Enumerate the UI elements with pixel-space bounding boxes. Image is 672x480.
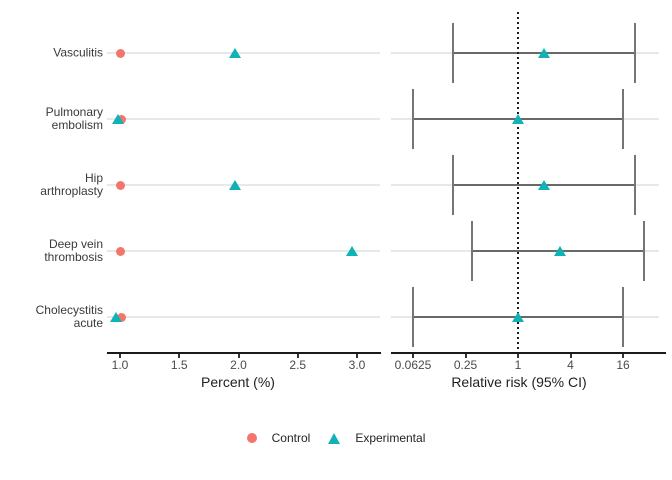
x-axis-title-percent: Percent (%) bbox=[201, 374, 275, 390]
marker-control-circle bbox=[115, 180, 125, 190]
row-label: Cholecystitis acute bbox=[35, 303, 103, 330]
reference-line bbox=[517, 12, 519, 353]
ci-whisker-high bbox=[622, 287, 624, 347]
row-label: Vasculitis bbox=[53, 45, 103, 60]
x-axis-tick-label: 1.0 bbox=[111, 358, 129, 372]
ci-whisker-high bbox=[634, 23, 637, 83]
legend-item-control: Control bbox=[246, 431, 311, 445]
control-circle-icon bbox=[246, 433, 257, 443]
legend-label-experimental: Experimental bbox=[355, 431, 426, 445]
x-axis-tick bbox=[464, 354, 467, 358]
x-axis-tick-label: 0.0625 bbox=[394, 358, 432, 372]
x-axis-tick-label: 3.0 bbox=[348, 358, 366, 372]
ci-whisker-low bbox=[471, 221, 474, 281]
x-axis-tick bbox=[296, 354, 299, 358]
ci-whisker-high bbox=[634, 155, 637, 215]
row-line-left bbox=[107, 184, 380, 186]
ci-whisker-high bbox=[643, 221, 646, 281]
marker-relative-risk-triangle bbox=[538, 180, 551, 190]
x-axis-tick bbox=[622, 354, 624, 358]
marker-control-circle bbox=[115, 48, 125, 58]
x-axis-tick bbox=[412, 354, 414, 358]
ci-whisker-high bbox=[622, 89, 624, 149]
x-axis-tick bbox=[178, 354, 181, 358]
x-axis-tick-label: 0.25 bbox=[453, 358, 478, 372]
marker-experimental-triangle bbox=[228, 48, 241, 58]
x-axis-line-left bbox=[107, 352, 381, 354]
row-line-left bbox=[107, 316, 380, 318]
x-axis-line-right bbox=[391, 352, 666, 354]
x-axis-tick-label: 2.5 bbox=[289, 358, 307, 372]
row-label: Pulmonary embolism bbox=[45, 105, 103, 132]
ci-whisker-low bbox=[412, 89, 414, 149]
experimental-triangle-icon bbox=[328, 432, 341, 444]
row-line-left bbox=[107, 250, 380, 252]
x-axis-tick bbox=[356, 354, 358, 358]
marker-experimental-triangle bbox=[111, 114, 124, 124]
marker-relative-risk-triangle bbox=[553, 246, 566, 256]
marker-experimental-triangle bbox=[110, 312, 123, 322]
marker-experimental-triangle bbox=[346, 246, 359, 256]
x-axis-tick-label: 1 bbox=[514, 358, 522, 372]
row-label: Hip arthroplasty bbox=[40, 171, 103, 198]
x-axis-title-relative-risk: Relative risk (95% CI) bbox=[451, 374, 587, 390]
x-axis-tick-label: 1.5 bbox=[170, 358, 188, 372]
x-axis-tick bbox=[119, 354, 121, 358]
marker-experimental-triangle bbox=[228, 180, 241, 190]
row-line-left bbox=[107, 52, 380, 54]
row-label: Deep vein thrombosis bbox=[44, 237, 103, 264]
x-axis-tick bbox=[569, 354, 572, 358]
marker-control-circle bbox=[115, 246, 125, 256]
legend-label-control: Control bbox=[271, 431, 311, 445]
marker-relative-risk-triangle bbox=[538, 48, 551, 58]
ci-whisker-low bbox=[412, 287, 414, 347]
x-axis-tick bbox=[237, 354, 240, 358]
legend-item-experimental: Experimental bbox=[328, 431, 425, 445]
x-axis-tick-label: 2.0 bbox=[230, 358, 247, 372]
legend: Control Experimental bbox=[0, 427, 672, 449]
x-axis-tick-label: 16 bbox=[616, 358, 630, 372]
ci-whisker-low bbox=[452, 23, 455, 83]
x-axis-tick bbox=[517, 354, 519, 358]
x-axis-tick-label: 4 bbox=[567, 358, 574, 372]
marker-relative-risk-triangle bbox=[512, 312, 524, 322]
marker-relative-risk-triangle bbox=[512, 114, 524, 124]
ci-whisker-low bbox=[452, 155, 455, 215]
row-line-left bbox=[107, 118, 380, 120]
